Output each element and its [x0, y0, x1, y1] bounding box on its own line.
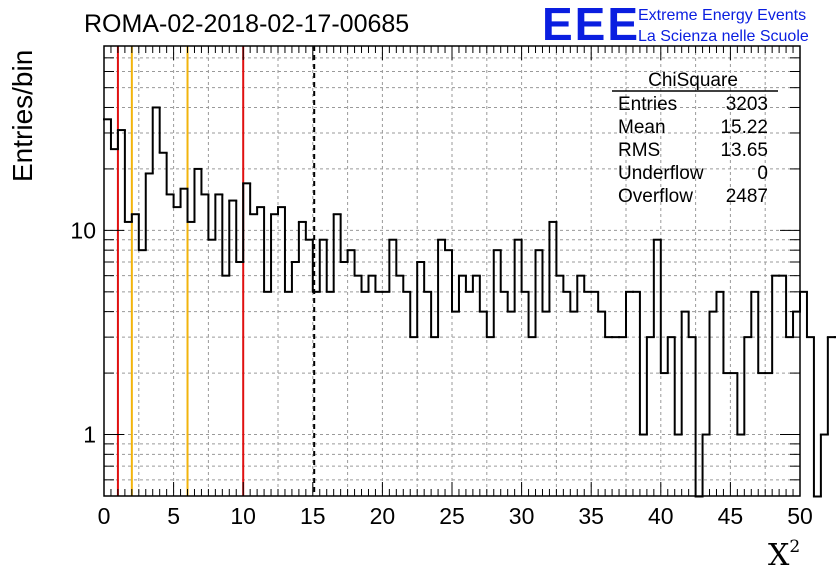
stats-label: Underflow [618, 163, 704, 184]
y-axis-ticks: 1 10 [70, 45, 800, 497]
stats-value: 2487 [726, 186, 768, 207]
y-tick-label: 1 [83, 422, 96, 448]
reference-lines [116, 46, 316, 496]
x-tick-label: 10 [230, 503, 256, 529]
x-tick-label: 5 [167, 503, 180, 529]
x-tick-label: 45 [718, 503, 744, 529]
x-axis-label-superscript: 2 [789, 537, 800, 557]
y-tick-label: 10 [70, 217, 96, 243]
stats-label: Overflow [618, 186, 693, 207]
logo-line-2: La Scienza nelle Scuole [638, 28, 809, 45]
stats-label: RMS [618, 140, 660, 161]
x-tick-label: 50 [787, 503, 813, 529]
x-tick-label: 35 [578, 503, 604, 529]
stats-rows: Entries 3203 Mean 15.22 RMS 13.65 Underflow 0 Ov… [618, 94, 768, 207]
x-tick-label: 20 [370, 503, 396, 529]
x-tick-label: 30 [509, 503, 535, 529]
stats-label: Entries [618, 94, 677, 115]
x-axis-label-main: X [768, 538, 790, 572]
logo-mark: EEE [542, 0, 640, 50]
x-tick-label: 40 [648, 503, 674, 529]
x-tick-label: 25 [439, 503, 465, 529]
eee-logo: EEE Extreme Energy Events La Scienza nel… [542, 0, 809, 50]
stats-label: Mean [618, 117, 666, 138]
y-axis-label: Entries/bin [7, 50, 38, 182]
stats-value: 13.65 [720, 140, 768, 161]
stats-title: ChiSquare [648, 70, 738, 91]
x-tick-label: 0 [98, 503, 111, 529]
stats-value: 3203 [726, 94, 768, 115]
logo-line-1: Extreme Energy Events [638, 7, 806, 24]
stats-box: ChiSquare Entries 3203 Mean 15.22 RMS 13.65 Un… [612, 70, 778, 207]
stats-value: 15.22 [720, 117, 768, 138]
chart-title: ROMA-02-2018-02-17-00685 [84, 10, 409, 38]
stats-value: 0 [757, 163, 768, 184]
x-axis-label: X2 [768, 537, 800, 572]
x-axis-ticks: 0 5 10 15 20 25 30 35 40 45 50 [98, 46, 813, 529]
histogram [103, 106, 836, 498]
x-tick-label: 15 [300, 503, 326, 529]
